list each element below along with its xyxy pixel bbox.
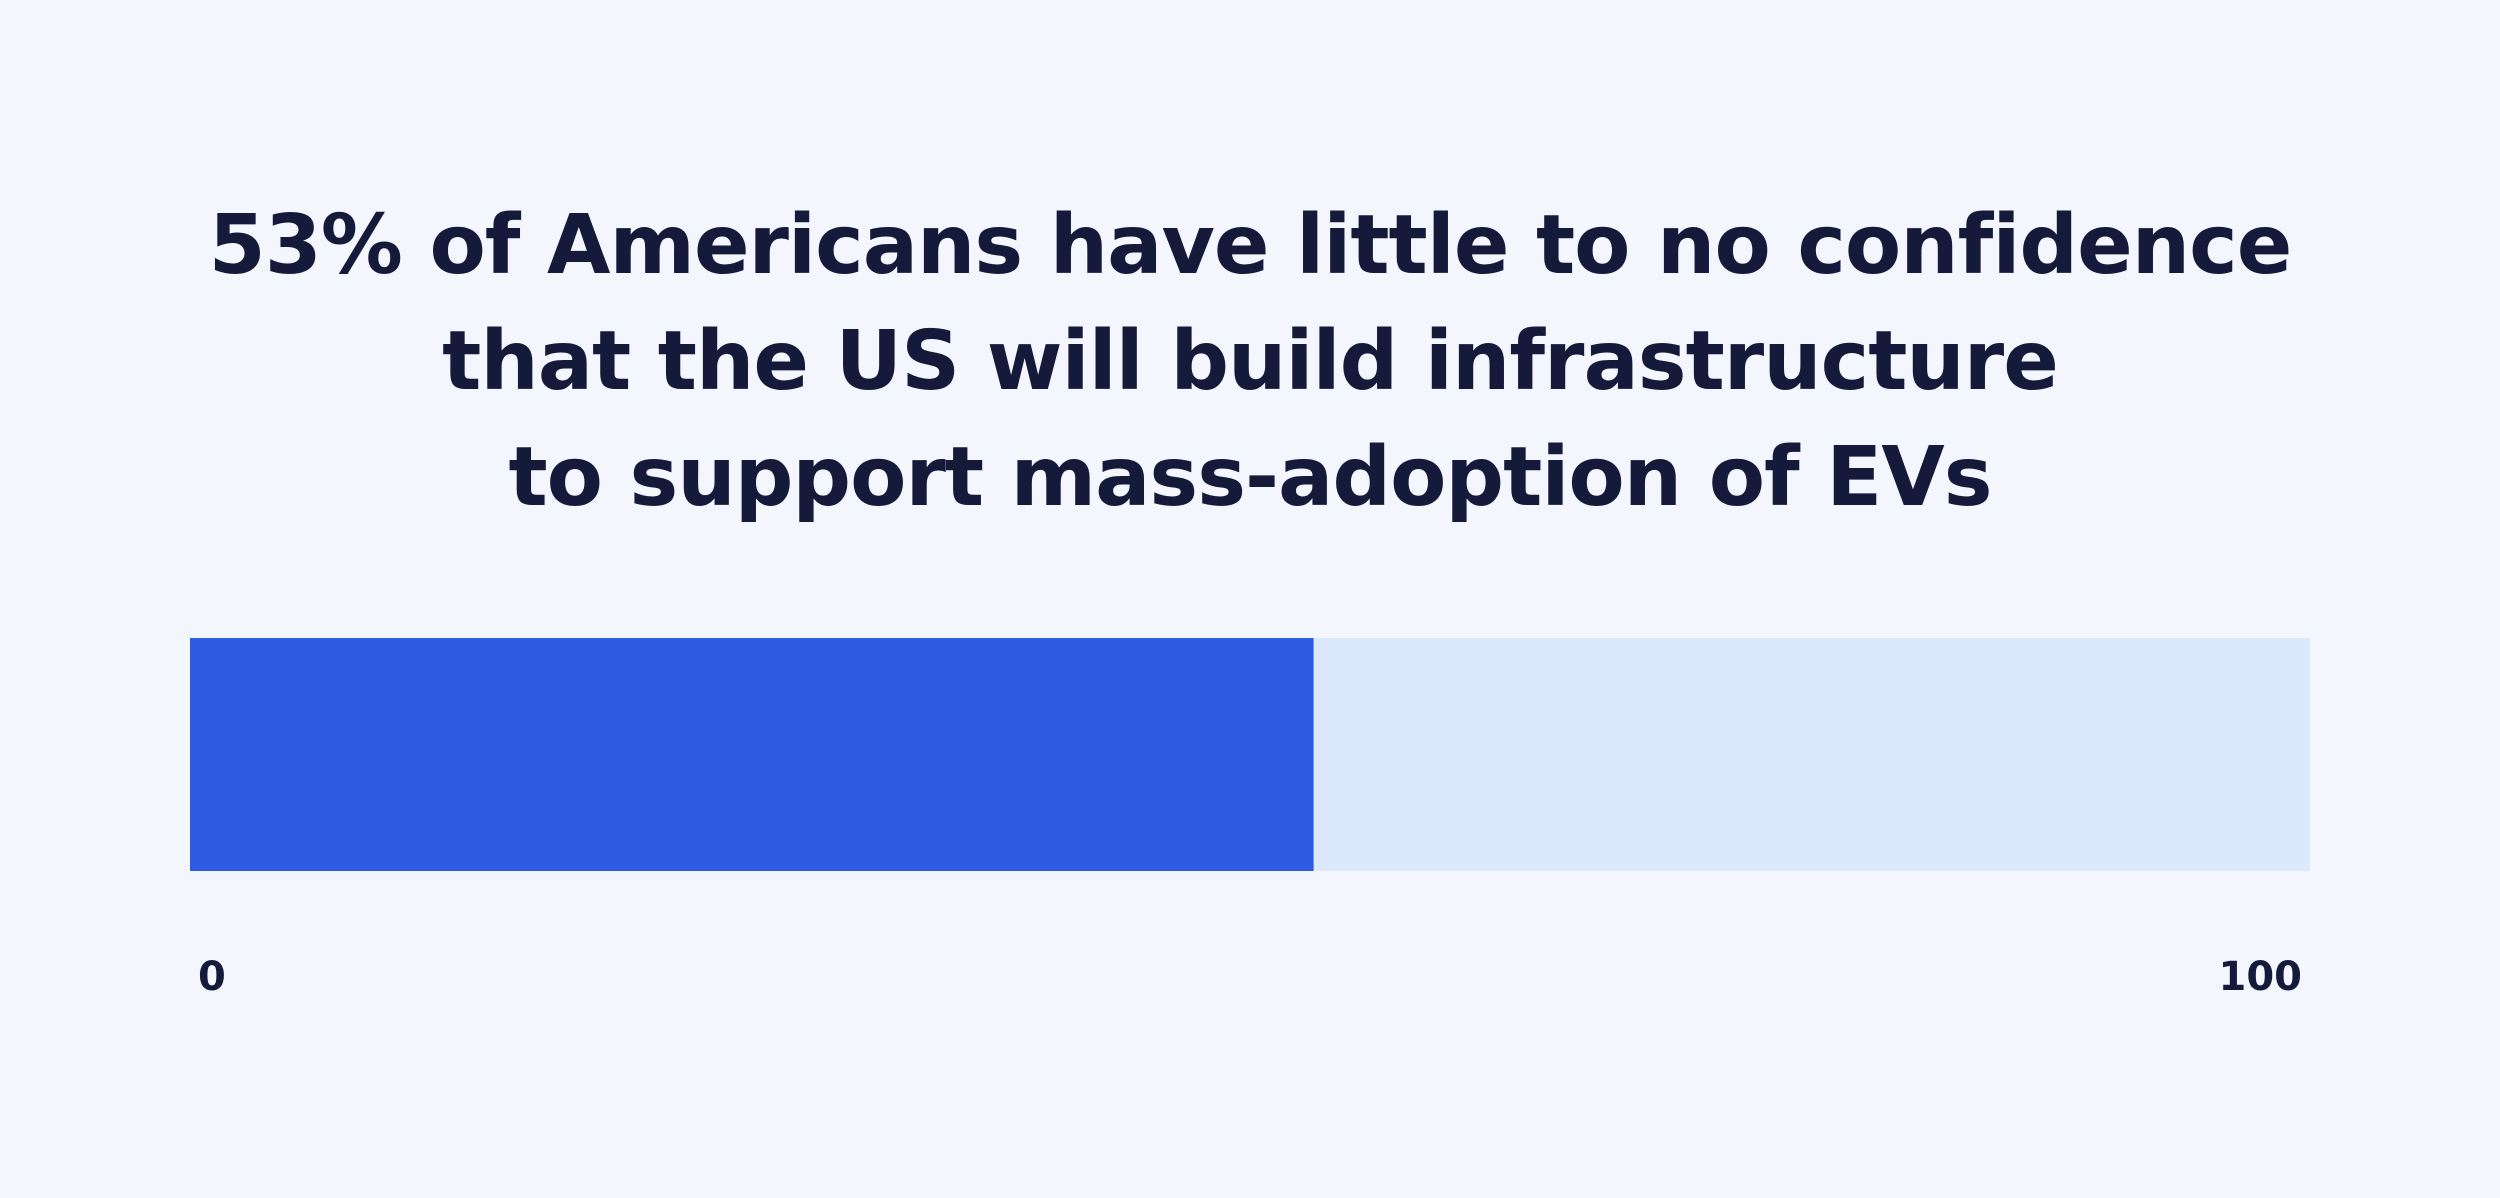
- tick-label-max: 100: [2219, 954, 2303, 1000]
- chart-title-line-3: to support mass-adoption of EVs: [508, 430, 1992, 525]
- tick-label-min: 0: [198, 954, 226, 1000]
- bar-fill: [190, 638, 1314, 871]
- chart-title: 53% of Americans have little to no confi…: [0, 188, 2500, 536]
- chart-title-line-2: that the US will build infrastructure: [442, 314, 2059, 409]
- chart-title-line-1: 53% of Americans have little to no confi…: [208, 198, 2293, 293]
